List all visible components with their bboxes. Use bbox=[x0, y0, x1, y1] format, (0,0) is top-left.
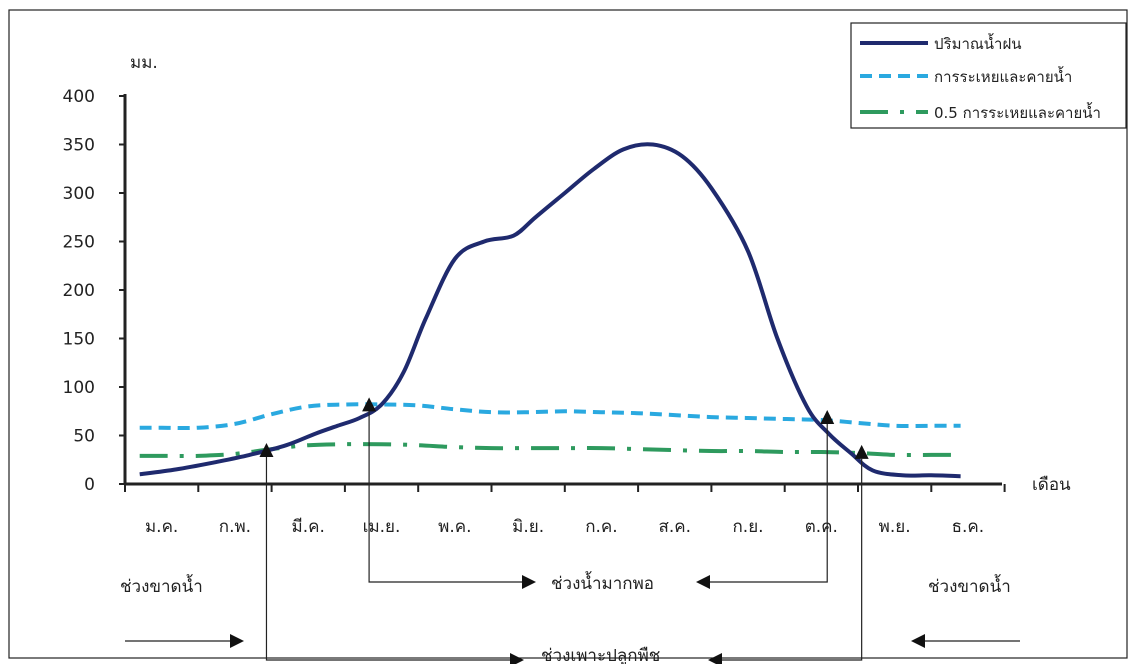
x-tick-label: ก.พ. bbox=[219, 517, 251, 537]
x-tick-label: เม.ย. bbox=[363, 517, 401, 537]
legend-label-evapotranspiration: การระเหยและคายน้ำ bbox=[934, 66, 1072, 86]
y-tick-label: 400 bbox=[63, 87, 95, 107]
legend-label-half-evapotranspiration: 0.5 การระเหยและคายน้ำ bbox=[934, 102, 1101, 122]
x-tick-label: ธ.ค. bbox=[952, 517, 985, 537]
y-tick-label: 200 bbox=[63, 281, 95, 301]
y-tick-label: 250 bbox=[63, 233, 95, 253]
x-tick-label: ม.ค. bbox=[145, 517, 178, 537]
x-tick-label: ก.ย. bbox=[733, 517, 764, 537]
annotation-shortage-left: ช่วงขาดน้ำ bbox=[120, 574, 203, 597]
x-tick-label: ต.ค. bbox=[805, 517, 838, 537]
x-tick-label: มิ.ย. bbox=[512, 517, 544, 537]
y-tick-label: 150 bbox=[63, 330, 95, 350]
annotation-shortage-right: ช่วงขาดน้ำ bbox=[928, 574, 1011, 597]
x-axis-label: เดือน bbox=[1032, 475, 1071, 495]
y-tick-label: 300 bbox=[63, 184, 95, 204]
x-tick-label: ส.ค. bbox=[658, 517, 691, 537]
x-tick-label: พ.ย. bbox=[879, 517, 911, 537]
y-tick-label: 50 bbox=[73, 427, 95, 447]
x-tick-label: พ.ค. bbox=[438, 517, 471, 537]
y-axis-label: มม. bbox=[130, 53, 158, 73]
y-tick-label: 100 bbox=[63, 378, 95, 398]
x-tick-label: ก.ค. bbox=[585, 517, 617, 537]
x-tick-label: มี.ค. bbox=[292, 517, 325, 537]
legend-label-rainfall: ปริมาณน้ำฝน bbox=[934, 33, 1022, 53]
y-tick-label: 350 bbox=[63, 136, 95, 156]
annotation-surplus: ช่วงน้ำมากพอ bbox=[551, 571, 654, 594]
annotation-growing-season: ช่วงเพาะปลูกพืช bbox=[541, 646, 660, 664]
y-tick-label: 0 bbox=[84, 475, 95, 495]
legend: ปริมาณน้ำฝน การระเหยและคายน้ำ 0.5 การระเ… bbox=[851, 23, 1126, 128]
